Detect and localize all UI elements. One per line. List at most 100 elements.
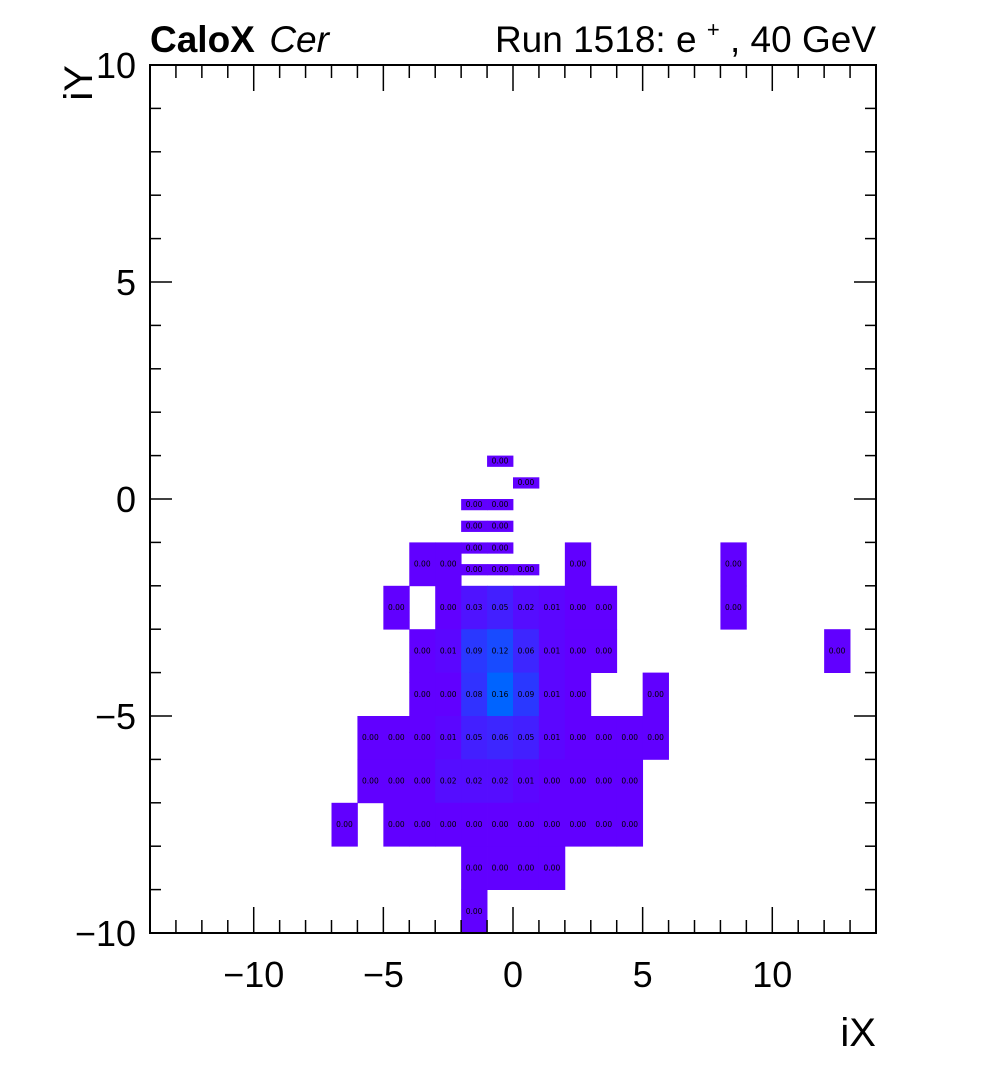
heatmap-cell <box>513 564 540 576</box>
heatmap-cell <box>435 672 462 717</box>
heatmap-cell-label: 0.00 <box>544 820 561 829</box>
heatmap-cell <box>487 564 514 576</box>
heatmap-cell <box>409 759 436 804</box>
heatmap-cell <box>590 759 618 804</box>
heatmap-cell-label: 0.00 <box>647 690 664 699</box>
heatmap-cell-label: 0.00 <box>492 863 509 872</box>
heatmap-cell <box>487 520 514 532</box>
heatmap-cell <box>513 629 540 673</box>
heatmap-cell <box>435 629 462 673</box>
heatmap-cell-label: 0.00 <box>388 820 405 829</box>
heatmap-cell <box>564 585 592 630</box>
x-tick-labels: −10 −5 0 5 10 <box>223 954 792 995</box>
heatmap-cell-label: 0.00 <box>466 543 483 552</box>
heatmap-cell <box>461 499 488 511</box>
y-tick-labels: −10 −5 0 5 10 <box>75 45 136 954</box>
x-axis-title: iX <box>840 1011 876 1055</box>
heatmap-cell-label: 0.00 <box>518 820 535 829</box>
heatmap-cell-label: 0.01 <box>518 777 535 786</box>
heatmap-cell-label: 0.00 <box>414 690 431 699</box>
heatmap-cell-label: 0.00 <box>518 863 535 872</box>
x-tick-label: 10 <box>752 954 792 995</box>
heatmap-cell <box>435 759 462 804</box>
heatmap-cell <box>383 716 410 760</box>
heatmap-cell <box>538 629 566 673</box>
heatmap-cell-label: 0.00 <box>829 646 846 655</box>
y-tick-label: −10 <box>75 913 136 954</box>
heatmap-cell <box>487 585 514 630</box>
y-tick-label: 0 <box>116 479 136 520</box>
heatmap-cell <box>513 477 540 489</box>
heatmap-cells <box>331 455 851 934</box>
heatmap-cell-label: 0.00 <box>544 777 561 786</box>
heatmap-cell-label: 0.00 <box>414 777 431 786</box>
heatmap-cell-label: 0.00 <box>336 820 353 829</box>
heatmap-cell <box>487 759 514 804</box>
heatmap-cell <box>487 542 514 554</box>
heatmap-cell <box>409 716 436 760</box>
heatmap-cell <box>616 759 644 804</box>
heatmap-cell-label: 0.00 <box>440 820 457 829</box>
y-tick-label: −5 <box>95 696 136 737</box>
heatmap-cell-label: 0.00 <box>569 820 586 829</box>
heatmap-cell <box>487 672 514 717</box>
heatmap-cell <box>331 802 358 847</box>
heatmap-cell-label: 0.02 <box>518 603 535 612</box>
heatmap-cell <box>720 585 747 630</box>
heatmap-cell-label: 0.00 <box>621 777 638 786</box>
heatmap-cell <box>824 629 851 673</box>
heatmap-cell <box>564 716 592 760</box>
heatmap-cell <box>590 585 618 630</box>
heatmap-cell-label: 0.00 <box>362 777 379 786</box>
heatmap-cell <box>564 802 592 847</box>
heatmap-cell-label: 0.00 <box>440 560 457 569</box>
heatmap-cell <box>383 802 410 847</box>
heatmap-cell-label: 0.00 <box>595 777 612 786</box>
heatmap-cell <box>409 542 436 587</box>
heatmap-cell-label: 0.12 <box>492 646 509 655</box>
heatmap-cell-label: 0.00 <box>569 646 586 655</box>
heatmap-cell <box>357 716 384 760</box>
heatmap-cell <box>564 672 592 717</box>
heatmap-cell-label: 0.09 <box>518 690 535 699</box>
heatmap-cell <box>435 542 462 587</box>
heatmap-cell <box>461 759 488 804</box>
heatmap-cell-label: 0.06 <box>492 733 509 742</box>
heatmap-cell-label: 0.01 <box>544 603 561 612</box>
heatmap-cell <box>590 802 618 847</box>
heatmap-cell-label: 0.00 <box>466 522 483 531</box>
channel-name: Cer <box>269 19 330 60</box>
heatmap-cell-label: 0.00 <box>388 603 405 612</box>
heatmap-cell-label: 0.00 <box>466 820 483 829</box>
heatmap-cell-label: 0.00 <box>362 733 379 742</box>
heatmap-cell-label: 0.00 <box>414 820 431 829</box>
heatmap-cell-label: 0.16 <box>492 690 509 699</box>
heatmap-cell <box>513 716 540 760</box>
heatmap-cell <box>487 846 514 890</box>
heatmap-cell <box>564 542 592 587</box>
heatmap-cell <box>461 564 488 576</box>
heatmap-cell <box>461 520 488 532</box>
heatmap-cell <box>513 585 540 630</box>
heatmap-cell <box>409 802 436 847</box>
heatmap-cell <box>720 542 747 587</box>
heatmap-cell-label: 0.00 <box>414 733 431 742</box>
heatmap-cell <box>435 585 462 630</box>
heatmap-cell-label: 0.01 <box>544 690 561 699</box>
y-tick-label: 10 <box>96 45 136 86</box>
heatmap-cell-label: 0.00 <box>492 457 509 466</box>
heatmap-cell <box>435 716 462 760</box>
heatmap-cell-label: 0.00 <box>569 733 586 742</box>
heatmap-cell-label: 0.00 <box>569 560 586 569</box>
heatmap-cell-label: 0.01 <box>544 733 561 742</box>
heatmap-cell <box>590 716 618 760</box>
heatmap-cell-labels: 0.00 0.00 0.00 0.00 0.00 0.00 0.00 0.00 0.00 0.00… <box>336 457 846 916</box>
heatmap-cell-label: 0.00 <box>647 733 664 742</box>
heatmap-cell <box>487 499 514 511</box>
heatmap-cell <box>461 802 488 847</box>
heatmap-cell <box>616 802 644 847</box>
heatmap-cell-label: 0.00 <box>595 733 612 742</box>
heatmap-cell <box>487 455 514 467</box>
heatmap-cell-label: 0.08 <box>466 690 483 699</box>
